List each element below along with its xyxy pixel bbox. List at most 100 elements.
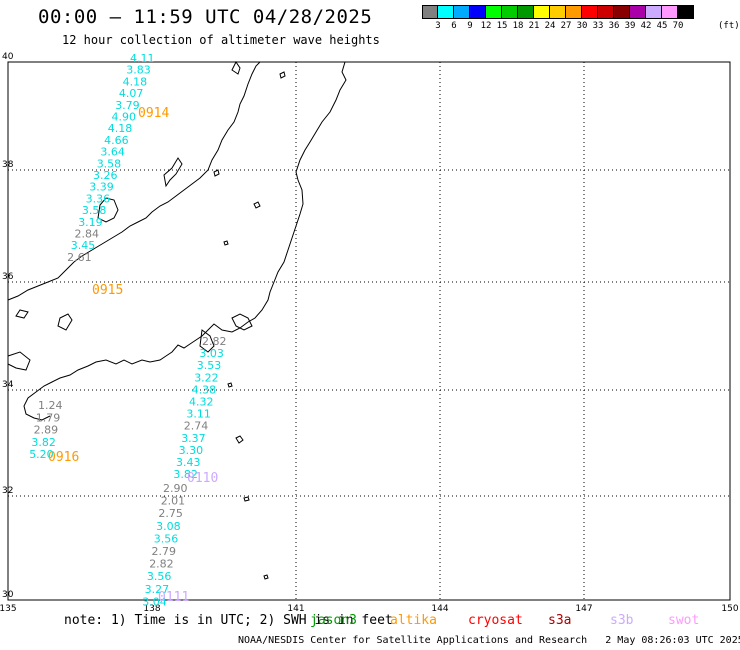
coastline [7, 61, 347, 580]
color-scale-legend [422, 5, 694, 19]
wave-height-value: 3.04 [142, 595, 167, 608]
pass-time-label: 0915 [92, 283, 123, 298]
legend-label: 39 [624, 21, 636, 31]
wave-height-value: 2.90 [163, 482, 188, 495]
wave-height-value: 3.39 [89, 181, 114, 194]
wave-height-value: 3.53 [197, 359, 222, 372]
wave-height-value: 2.84 [75, 228, 100, 241]
wave-height-value: 3.36 [86, 192, 111, 205]
lon-tick-label: 141 [287, 604, 304, 614]
wave-height-value: 3.83 [126, 64, 151, 77]
wave-height-value: 4.32 [189, 396, 214, 409]
wave-height-value: 3.58 [82, 204, 107, 217]
wave-height-value: 3.03 [199, 347, 224, 360]
wave-height-value: 3.30 [179, 444, 204, 457]
legend-swatch [630, 5, 646, 19]
satellite-swot: swot [668, 613, 700, 628]
wave-height-value: 4.66 [104, 134, 129, 147]
footnote: note: 1) Time is in UTC; 2) SWH is in fe… [64, 613, 393, 628]
lat-tick-label: 36 [2, 272, 14, 282]
lat-tick-label: 32 [2, 486, 13, 496]
lat-tick-label: 40 [2, 52, 14, 62]
satellite-cryosat: cryosat [468, 613, 523, 628]
legend-label: 70 [672, 21, 684, 31]
satellite-altika: altika [390, 613, 437, 628]
wave-height-value: 2.61 [67, 251, 92, 264]
wave-height-value: 5.20 [29, 448, 54, 461]
legend-label: 15 [496, 21, 508, 31]
lon-tick-label: 144 [431, 604, 448, 614]
wave-height-value: 1.24 [38, 399, 63, 412]
legend-swatch [454, 5, 470, 19]
legend-swatch [550, 5, 566, 19]
legend-swatch [582, 5, 598, 19]
legend-swatch [502, 5, 518, 19]
wave-height-value: 1.79 [36, 411, 61, 424]
legend-swatch [566, 5, 582, 19]
wave-height-value: 2.74 [184, 420, 209, 433]
chart-title: 00:00 – 11:59 UTC 04/28/2025 [38, 6, 373, 28]
wave-height-value: 2.89 [34, 424, 59, 437]
wave-height-value: 3.56 [147, 570, 172, 583]
altimeter-tracks: 4.113.834.184.073.794.904.184.663.643.58… [29, 52, 226, 608]
wave-height-value: 3.58 [97, 157, 122, 170]
wave-height-value: 4.07 [119, 87, 143, 100]
legend-label: 42 [640, 21, 652, 31]
legend-label: 9 [467, 21, 473, 31]
wave-height-value: 3.45 [71, 239, 96, 252]
legend-swatch [438, 5, 454, 19]
wave-height-value: 3.79 [115, 99, 140, 112]
map-frame [7, 61, 731, 601]
legend-swatch [614, 5, 630, 19]
legend-label: 33 [592, 21, 604, 31]
legend-label: 36 [608, 21, 620, 31]
legend-label: 18 [512, 21, 524, 31]
wave-height-value: 3.37 [181, 432, 206, 445]
lat-tick-label: 38 [2, 160, 14, 170]
pass-time-label: 0914 [138, 106, 169, 121]
pass-time-label: 0916 [48, 450, 79, 465]
wave-height-value: 3.82 [173, 468, 198, 481]
wave-height-value: 2.82 [149, 558, 174, 571]
wave-height-value: 2.79 [152, 545, 177, 558]
footer-credit: NOAA/NESDIS Center for Satellite Applica… [238, 635, 740, 646]
legend-unit: (ft) [718, 21, 740, 31]
legend-label: 12 [480, 21, 492, 31]
legend-swatch [518, 5, 534, 19]
legend-swatch [598, 5, 614, 19]
wave-height-value: 4.38 [192, 383, 217, 396]
pass-time-label: 0110 [187, 471, 218, 486]
legend-label: 6 [451, 21, 457, 31]
wave-height-value: 3.11 [186, 408, 211, 421]
legend-label: 24 [544, 21, 556, 31]
legend-swatch [678, 5, 694, 19]
legend-label: 45 [656, 21, 668, 31]
wave-height-value: 2.82 [202, 335, 227, 348]
wave-height-value: 3.22 [194, 371, 219, 384]
lat-tick-label: 34 [2, 380, 14, 390]
legend-label: 30 [576, 21, 588, 31]
legend-swatch [534, 5, 550, 19]
wave-height-value: 4.18 [123, 75, 148, 88]
wave-height-value: 3.19 [78, 216, 103, 229]
legend-label: 21 [528, 21, 540, 31]
lon-tick-label: 138 [143, 604, 160, 614]
axis-labels: 135 138 141 144 147 150 40 38 36 34 32 30 [0, 52, 739, 614]
legend-label: 27 [560, 21, 572, 31]
timestamp-text: 2 May 08:26:03 UTC 2025 [605, 635, 740, 646]
credit-text: NOAA/NESDIS Center for Satellite Applica… [238, 635, 588, 646]
wave-height-value: 4.90 [112, 111, 137, 124]
legend-swatch [470, 5, 486, 19]
wave-height-value: 2.01 [161, 495, 186, 508]
lat-tick-label: 30 [2, 590, 14, 600]
wave-height-value: 3.56 [154, 532, 179, 545]
wave-height-value: 2.75 [158, 507, 183, 520]
wave-height-value: 3.43 [176, 456, 201, 469]
legend-swatch [486, 5, 502, 19]
chart-subtitle: 12 hour collection of altimeter wave hei… [62, 33, 380, 47]
lon-tick-label: 147 [575, 604, 592, 614]
wave-height-value: 3.27 [145, 583, 170, 596]
satellite-jason3: jason3 [310, 613, 357, 628]
legend-swatch [646, 5, 662, 19]
